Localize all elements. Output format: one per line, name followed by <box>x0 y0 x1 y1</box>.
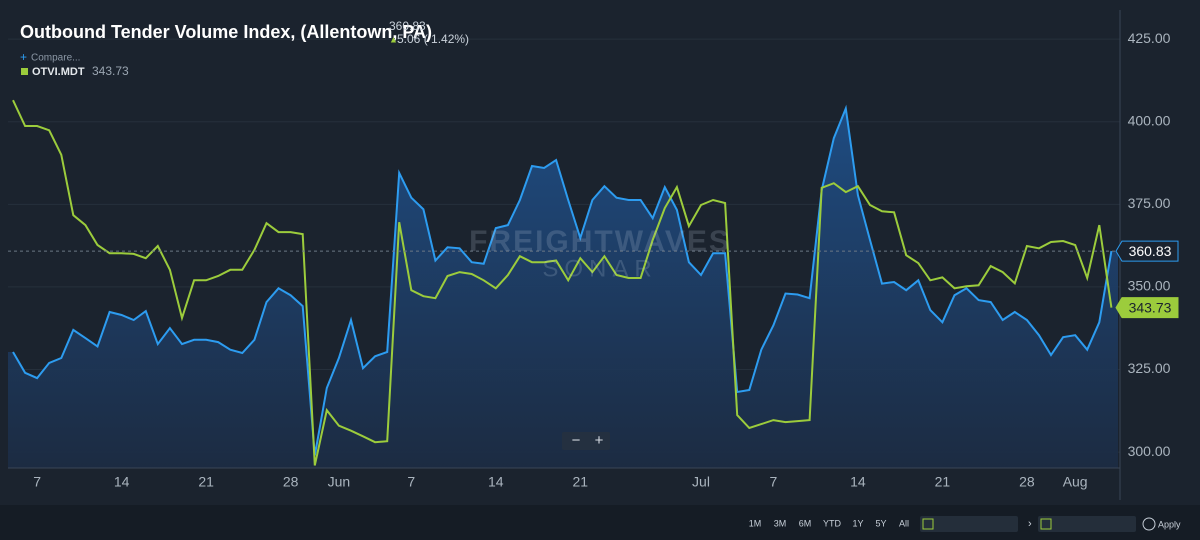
x-tick-label: 7 <box>407 474 415 490</box>
range-button[interactable]: All <box>899 518 909 528</box>
last-value-badge <box>1115 240 1179 262</box>
line <box>12 104 1113 456</box>
y-tick-label: 375.00 <box>1128 195 1171 211</box>
plot <box>8 38 1120 468</box>
compare-icon[interactable]: + <box>20 50 27 64</box>
calendar-icon[interactable] <box>1040 518 1052 530</box>
legend-swatch <box>21 68 28 75</box>
x-tick-label: 21 <box>573 474 589 490</box>
last-value-label: 360.83 <box>1129 243 1172 259</box>
zoom-controls <box>562 432 610 450</box>
compare-link[interactable]: Compare... <box>31 53 80 64</box>
zoom-in[interactable]: + <box>595 432 604 449</box>
range-button[interactable]: 5Y <box>875 518 886 528</box>
x-tick-label: 28 <box>1019 474 1035 490</box>
date-from[interactable] <box>920 516 1018 532</box>
chart-title: Outbound Tender Volume Index, (Allentown… <box>20 22 432 42</box>
x-tick-label: 21 <box>935 474 951 490</box>
legend-value: 343.73 <box>92 64 129 78</box>
toolbar: 1M 3M 6M YTD 1Y 5Y All <box>749 518 909 528</box>
x-tick-label: 7 <box>33 474 41 490</box>
last-value-badge <box>1115 297 1179 319</box>
watermark-text: FREIGHTWAVES <box>469 225 731 258</box>
y-tick-label: 350.00 <box>1128 278 1171 294</box>
range-button[interactable]: 1M <box>749 518 762 528</box>
range-button[interactable]: 1Y <box>852 518 863 528</box>
last-value-label: 343.73 <box>1129 299 1172 315</box>
x-tick-label: 14 <box>114 474 130 490</box>
x-tick-label: 14 <box>850 474 866 490</box>
change-arrow: ▲ <box>389 34 398 44</box>
x-tick-label: Jun <box>328 474 351 490</box>
date-arrow: › <box>1028 518 1032 530</box>
x-tick-label: 14 <box>488 474 504 490</box>
range-button[interactable]: 3M <box>774 518 787 528</box>
area <box>8 108 1118 468</box>
line <box>12 99 1113 466</box>
legend-label: OTVI.MDT <box>32 66 85 78</box>
range-button[interactable]: 6M <box>799 518 812 528</box>
toolbar-bg <box>0 505 1200 540</box>
header-price: 360.83 <box>389 19 426 33</box>
y-tick-label: 425.00 <box>1128 30 1171 46</box>
calendar-icon[interactable] <box>922 518 934 530</box>
range-button[interactable]: YTD <box>823 518 842 528</box>
apply-button[interactable]: Apply <box>1158 519 1181 529</box>
header-change: 5.06 ( 1.42%) <box>397 32 469 46</box>
x-tick-label: Jul <box>692 474 710 490</box>
x-tick-label: 7 <box>770 474 778 490</box>
apply-icon[interactable] <box>1142 517 1156 531</box>
watermark-text: SONAR <box>542 255 657 282</box>
y-tick-label: 400.00 <box>1128 112 1171 128</box>
y-tick-label: 325.00 <box>1128 360 1171 376</box>
x-tick-label: Aug <box>1063 474 1088 490</box>
watermark: FREIGHTWAVES SONAR <box>469 225 731 282</box>
x-tick-label: 28 <box>283 474 299 490</box>
x-tick-label: 21 <box>198 474 214 490</box>
y-tick-label: 300.00 <box>1128 443 1171 459</box>
zoom-out[interactable]: − <box>572 432 581 449</box>
date-to[interactable] <box>1038 516 1136 532</box>
